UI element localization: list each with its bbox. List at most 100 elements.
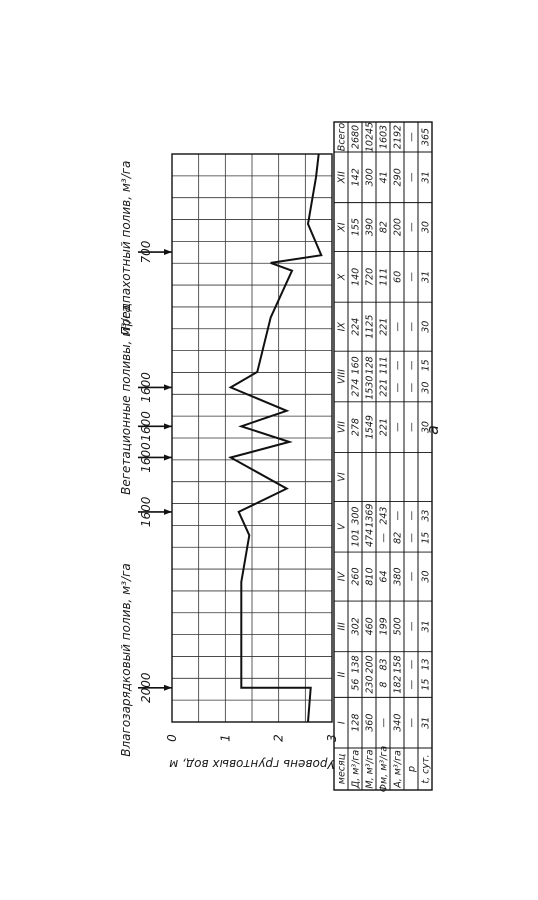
table-cell: 243	[379, 507, 390, 525]
plot-frame	[171, 153, 333, 723]
table-cell: 221	[379, 318, 390, 336]
table-cell: 60	[393, 271, 404, 283]
y-tick-label: 3	[325, 734, 339, 742]
table-header-cell: V	[337, 522, 348, 530]
table-cell: —	[407, 422, 418, 432]
table-cell: 278	[351, 418, 362, 436]
table-row-label: М, м³/га	[365, 749, 376, 788]
table-cell: —	[407, 510, 418, 520]
table-cell: —	[407, 621, 418, 631]
table-cell: 64	[379, 571, 390, 583]
y-axis-label: Уровень грунтовых вод, м	[169, 757, 335, 771]
table-cell: —	[393, 510, 404, 520]
table-cell: —	[407, 272, 418, 282]
table-header-cell: XI	[337, 222, 348, 233]
irrigation-group-label: Влагозарядковый полив, м³/га	[119, 563, 133, 756]
table-header-cell: IX	[337, 322, 348, 332]
table-cell: 340	[393, 714, 404, 732]
table-cell: 30	[421, 421, 432, 433]
table-cell: 199	[379, 617, 390, 635]
table-cell: 128	[351, 714, 362, 732]
table-cell: 380	[393, 567, 404, 585]
irrigation-arrowhead	[164, 384, 172, 391]
irrigation-norm-label: 1600	[139, 411, 153, 442]
table-cell: 8	[379, 682, 390, 688]
table-cell: 111	[379, 356, 390, 374]
series-line-groundwater	[228, 153, 323, 723]
table-cell: 290	[393, 168, 404, 186]
table-cell: 260	[351, 567, 362, 585]
table-header-cell: VII	[337, 421, 348, 433]
table-cell: 155	[351, 218, 362, 236]
table-cell: 221	[379, 418, 390, 436]
table-cell: —	[407, 679, 418, 689]
table-row-label: р	[407, 766, 418, 773]
table-cell: —	[393, 360, 404, 370]
y-tick-label: 0	[165, 734, 179, 742]
table-total-cell: —	[407, 132, 418, 142]
table-cell: 30	[421, 382, 432, 394]
table-header-cell: X	[337, 273, 348, 281]
table-cell: —	[393, 382, 404, 392]
table-header-cell: III	[337, 622, 348, 631]
irrigation-norm-label: 1600	[139, 372, 153, 403]
table-header-cell: II	[337, 672, 348, 678]
table-cell: 128	[365, 356, 376, 374]
chart-grid	[171, 153, 333, 723]
table-cell: 160	[351, 356, 362, 374]
table-total-cell: 10245	[365, 122, 376, 152]
table-cell: 182	[393, 676, 404, 694]
table-cell: 82	[379, 221, 390, 233]
table-cell: 810	[365, 567, 376, 585]
table-header-cell: XII	[337, 171, 348, 184]
table-cell: 31	[421, 271, 432, 283]
table-cell: 41	[379, 171, 390, 183]
table-cell: —	[407, 382, 418, 392]
table-cell: —	[393, 321, 404, 331]
table-cell: 138	[351, 655, 362, 673]
table-cell: —	[393, 422, 404, 432]
table-cell: —	[407, 533, 418, 543]
irrigation-arrowhead	[164, 454, 172, 461]
table-total-cell: 365	[421, 128, 432, 146]
irrigation-group-label: Вегетационные поливы, м³/га	[119, 305, 133, 495]
table-cell: 500	[393, 617, 404, 635]
table-cell: 15	[421, 679, 432, 691]
table-cell: 1530	[365, 376, 376, 400]
table-cell: 224	[351, 318, 362, 336]
irrigation-norm-label: 1600	[139, 442, 153, 473]
table-cell: —	[407, 321, 418, 331]
irrigation-norm-label: 700	[139, 240, 153, 263]
table-cell: —	[407, 571, 418, 581]
table-cell: 221	[379, 379, 390, 397]
y-tick-label: 1	[218, 734, 232, 742]
table-cell: 142	[351, 168, 362, 186]
table-cell: 33	[421, 510, 432, 522]
table-cell: 13	[421, 658, 432, 670]
table-header-cell: VI	[337, 472, 348, 481]
irrigation-arrowhead	[164, 249, 172, 256]
table-cell: 31	[421, 171, 432, 183]
irrigation-norm-label: 2000	[139, 672, 153, 703]
table-header-cell: Всего	[337, 123, 348, 152]
irrigation-arrowhead	[164, 508, 172, 515]
table-cell: —	[407, 360, 418, 370]
table-row-label: Д, м³/га	[351, 750, 362, 790]
y-tick-label: 2	[272, 734, 286, 742]
table-row-label: А, м³/га	[393, 750, 404, 789]
table-cell: 140	[351, 268, 362, 286]
table-cell: 31	[421, 620, 432, 632]
irrigation-arrowhead	[164, 684, 172, 691]
table-cell: 200	[393, 218, 404, 236]
table-cell: —	[407, 659, 418, 669]
table-cell: 360	[365, 714, 376, 732]
table-header-cell: I	[337, 721, 348, 724]
table-cell: 83	[379, 658, 390, 670]
table-cell: 30	[421, 571, 432, 583]
table-cell: 720	[365, 268, 376, 286]
table-cell: 158	[393, 655, 404, 673]
table-cell: 56	[351, 679, 362, 691]
